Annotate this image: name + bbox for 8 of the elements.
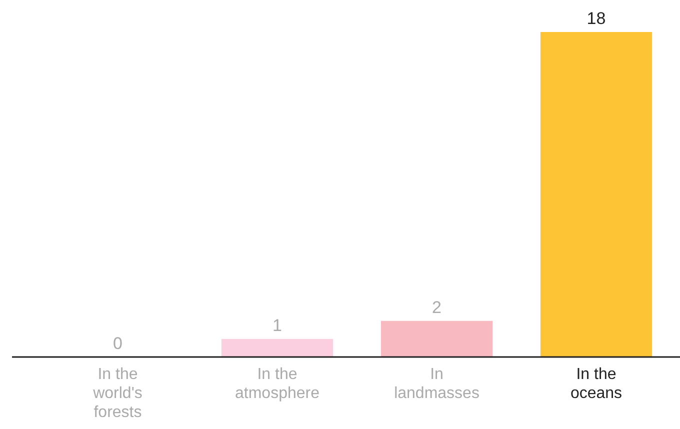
data-label: 2 [432, 298, 442, 317]
x-tick-label: In the world's forests [92, 366, 142, 421]
data-label: 0 [113, 334, 122, 353]
data-label: 18 [586, 9, 606, 28]
x-tick-label: In landmasses [394, 366, 480, 402]
x-tick-label: In the atmosphere [235, 366, 320, 402]
data-label: 1 [272, 316, 282, 335]
x-tick-label: In the oceans [570, 366, 622, 402]
